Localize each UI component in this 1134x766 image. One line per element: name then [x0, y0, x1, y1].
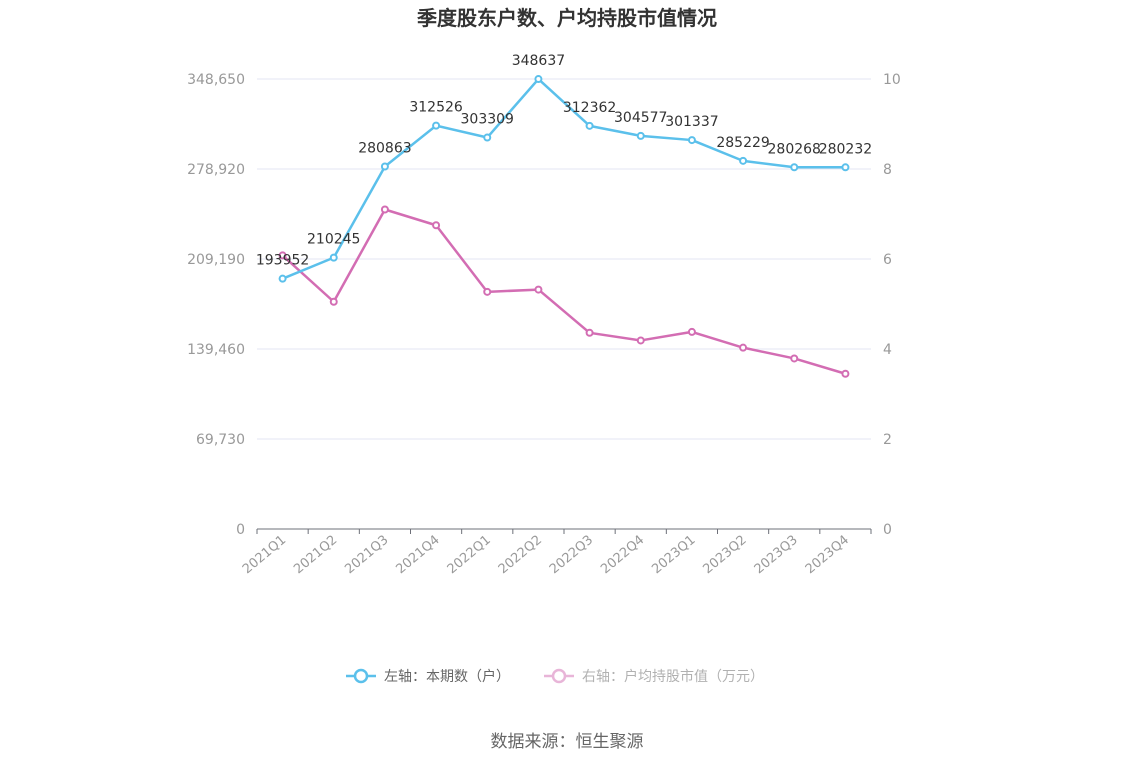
- x-tick-label: 2021Q4: [393, 533, 442, 578]
- x-tick-label: 2023Q3: [752, 533, 801, 578]
- right-tick-label: 0: [883, 522, 892, 538]
- legend-marker-icon: [353, 668, 369, 684]
- left-axis-ticks: 0 69,730 139,460 209,190 278,920 348,650: [187, 72, 245, 538]
- data-label: 312362: [563, 100, 616, 116]
- data-label: 304577: [614, 110, 667, 126]
- holders-count-point: [278, 274, 287, 283]
- legend-marker-icon: [551, 668, 567, 684]
- right-axis-ticks: 0 2 4 6 8 10: [883, 72, 901, 538]
- legend-label: 右轴：户均持股市值（万元）: [582, 668, 764, 685]
- holders-count-point: [585, 121, 594, 130]
- avg-holding-value-point: [687, 327, 696, 336]
- grid-lines: [257, 78, 871, 440]
- data-label: 280232: [819, 141, 872, 157]
- data-label: 285229: [716, 135, 769, 151]
- data-label: 301337: [665, 114, 718, 130]
- avg-holding-value-point: [483, 287, 492, 296]
- avg-holding-value-point: [380, 205, 389, 214]
- data-label: 280863: [358, 140, 411, 156]
- left-tick-label: 278,920: [187, 162, 245, 178]
- holders-count-point: [841, 163, 850, 172]
- legend-label: 左轴：本期数（户）: [384, 668, 510, 685]
- source-note: 数据来源：恒生聚源: [491, 732, 644, 752]
- avg-holding-value-point: [432, 221, 441, 230]
- series-lines: [278, 75, 850, 378]
- x-tick-label: 2022Q1: [445, 533, 494, 578]
- x-tick-label: 2021Q1: [240, 533, 289, 578]
- avg-holding-value-point: [329, 297, 338, 306]
- x-tick-label: 2022Q3: [547, 533, 596, 578]
- legend[interactable]: 左轴：本期数（户） 右轴：户均持股市值（万元）: [346, 668, 764, 685]
- x-tick-label: 2022Q2: [496, 533, 545, 578]
- right-tick-label: 2: [883, 432, 892, 448]
- avg-holding-value-point: [739, 343, 748, 352]
- right-tick-label: 10: [883, 72, 901, 88]
- left-tick-label: 139,460: [187, 342, 245, 358]
- avg-holding-value-point: [585, 328, 594, 337]
- holders-count-line: [282, 77, 846, 280]
- chart-title: 季度股东户数、户均持股市值情况: [416, 6, 717, 30]
- holders-count-point: [739, 156, 748, 165]
- x-axis: 2021Q1 2021Q2 2021Q3 2021Q4 2022Q1 2022Q2 2022…: [240, 528, 872, 578]
- data-label: 348637: [512, 53, 565, 69]
- left-tick-label: 69,730: [196, 432, 245, 448]
- left-tick-label: 0: [236, 522, 245, 538]
- holders-count-point: [483, 133, 492, 142]
- avg-holding-value-point: [841, 369, 850, 378]
- x-tick-label: 2021Q2: [291, 533, 340, 578]
- holders-count-point: [380, 162, 389, 171]
- x-tick-label: 2023Q2: [700, 533, 749, 578]
- legend-item-avg-holding-value[interactable]: 右轴：户均持股市值（万元）: [544, 668, 764, 685]
- avg-holding-value-point: [636, 336, 645, 345]
- x-tick-label: 2021Q3: [342, 533, 391, 578]
- avg-holding-value-point: [534, 285, 543, 294]
- holders-count-point: [329, 253, 338, 262]
- data-label: 312526: [409, 100, 463, 116]
- holders-count-point: [534, 75, 543, 84]
- holders-count-point: [790, 163, 799, 172]
- data-label: 193952: [256, 253, 309, 269]
- holders-count-point: [687, 136, 696, 145]
- x-tick-label: 2022Q4: [598, 533, 647, 578]
- legend-item-holders-count[interactable]: 左轴：本期数（户）: [346, 668, 510, 685]
- x-tick-label: 2023Q4: [803, 533, 852, 578]
- avg-holding-value-point: [278, 251, 287, 260]
- right-tick-label: 4: [883, 342, 892, 358]
- right-tick-label: 8: [883, 162, 892, 178]
- data-label: 210245: [307, 232, 360, 248]
- x-tick-label: 2023Q1: [649, 533, 698, 578]
- avg-holding-value-point: [790, 354, 799, 363]
- left-tick-label: 209,190: [187, 252, 245, 268]
- holders-count-point: [636, 131, 645, 140]
- holders-count-point: [432, 121, 441, 130]
- avg-holding-value-line: [281, 208, 846, 375]
- data-label: 280268: [768, 141, 821, 157]
- left-tick-label: 348,650: [187, 72, 245, 88]
- right-tick-label: 6: [883, 252, 892, 268]
- data-label: 303309: [461, 112, 514, 128]
